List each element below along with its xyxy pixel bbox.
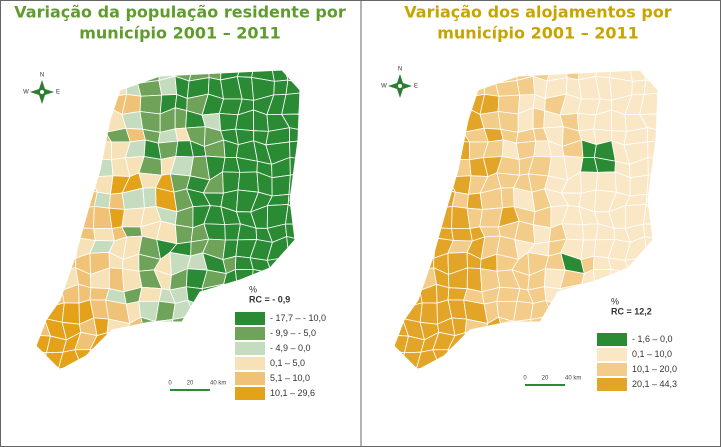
municipality [513,300,534,323]
municipality [576,112,597,132]
municipality [93,228,115,242]
legend-unit: % [611,296,619,306]
municipality [174,224,194,245]
municipality [218,112,239,132]
legend-label: 10,1 – 29,6 [270,388,315,398]
compass-label: E [414,84,418,90]
municipality [155,300,176,323]
municipality [451,228,473,242]
municipality [93,191,111,209]
scale-label: 0 [523,376,527,382]
legend-label: - 17,7 – - 10,0 [270,313,326,323]
municipality [451,191,469,209]
panel-title: Variação dos alojamentos por [404,3,672,22]
map-outline [393,69,659,371]
scale-label: 0 [168,381,172,387]
municipality [479,111,502,130]
compass-label: N [398,67,402,73]
municipality [595,171,617,193]
scale-bar [525,384,565,386]
legend-swatch [235,327,265,340]
legend-rc: RC = 12,2 [611,306,652,316]
municipality [174,107,188,130]
compass-center [397,83,403,89]
municipality [121,111,144,130]
compass-label: W [381,84,387,90]
municipality [532,107,546,130]
legend-swatch [235,387,265,400]
scale-label: 20 [187,381,194,387]
municipality [273,79,289,96]
legend-label: 10,1 – 20,0 [632,364,677,374]
legend-label: 0,1 – 10,0 [632,349,672,359]
legend-label: 5,1 – 10,0 [270,373,310,383]
compass-label: E [56,90,60,96]
legend-label: 0,1 – 5,0 [270,358,305,368]
legend-swatch [235,342,265,355]
municipality [629,174,649,197]
municipality [61,302,80,325]
municipality [466,267,483,293]
legend-swatch [235,357,265,370]
compass-center [39,89,45,95]
scale-label: 20 [542,376,549,382]
legend-swatch [597,363,627,376]
municipality [631,79,647,96]
municipality [496,286,521,302]
panel-title: município 2001 – 2011 [79,24,281,43]
municipality [142,187,157,209]
map-outline [35,69,301,371]
legend-label: 20,1 – 44,3 [632,379,677,389]
scale-bar [170,389,210,391]
legend-label: - 9,9 – - 5,0 [270,328,316,338]
panel-title: município 2001 – 2011 [437,24,639,43]
municipality [497,94,521,115]
municipality [271,174,291,197]
legend-swatch [597,333,627,346]
panel-title: Variação da população residente por [14,3,346,22]
legend-swatch [597,378,627,391]
scale-label: 40 km [565,376,581,382]
legend-label: - 1,6 – 0,0 [632,334,673,344]
legend-unit: % [249,284,257,294]
municipality [532,224,552,245]
municipality [237,171,259,193]
legend-swatch [235,312,265,325]
legend-rc: RC = - 0,9 [249,294,290,304]
municipality [419,302,438,325]
scale-label: 40 km [210,381,226,387]
municipality [139,94,163,115]
compass-label: N [40,73,44,79]
legend-label: - 4,9 – 0,0 [270,343,311,353]
municipality [108,267,125,293]
legend-swatch [235,372,265,385]
legend-swatch [597,348,627,361]
municipality [500,187,515,209]
compass-label: W [23,90,29,96]
municipality [138,286,163,302]
